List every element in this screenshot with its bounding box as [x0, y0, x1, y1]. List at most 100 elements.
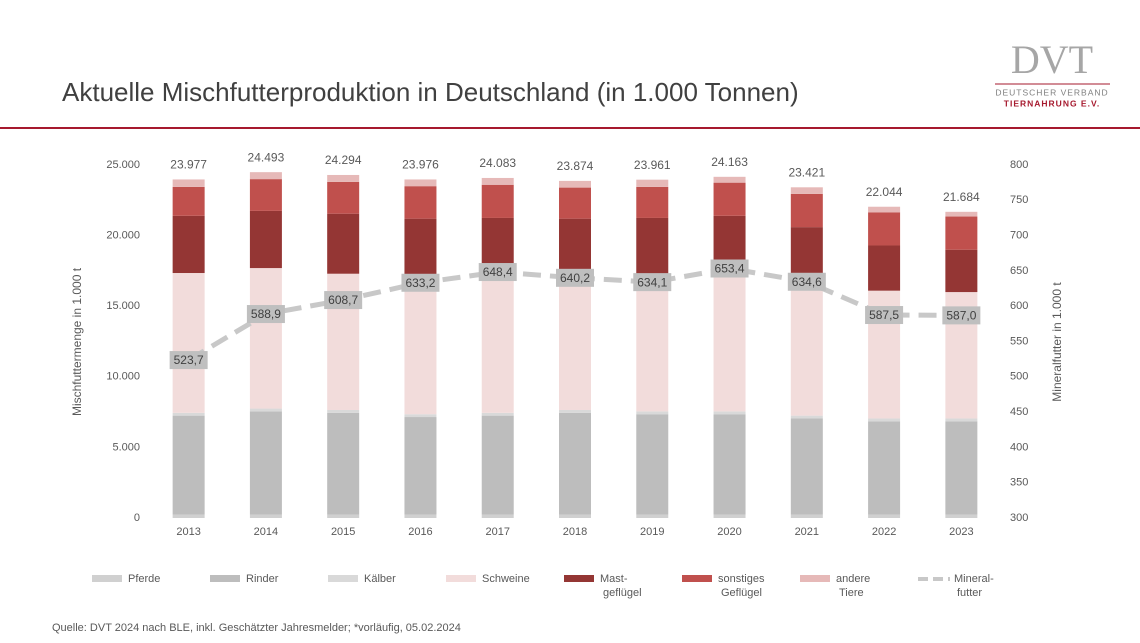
legend-label: Mast-geflügel: [600, 573, 642, 599]
total-label: 24.493: [248, 150, 285, 164]
bar-segment: [636, 411, 669, 415]
x-tick-label: 2021: [795, 526, 819, 538]
y-tick-label: 0: [134, 512, 140, 524]
bar-segment: [404, 218, 437, 277]
legend-swatch: [92, 575, 122, 582]
x-tick-label: 2023: [949, 526, 973, 538]
line-label: 653,4: [715, 262, 745, 276]
bar-segment: [636, 186, 669, 218]
bar-segment: [868, 206, 901, 213]
bar-segment: [327, 181, 360, 214]
bar-segment: [868, 212, 901, 246]
x-tick-label: 2017: [485, 526, 509, 538]
bar-segment: [945, 418, 978, 422]
legend-swatch: [446, 575, 476, 582]
label-box: [942, 306, 981, 325]
bar-segment: [559, 187, 591, 219]
bar-segment: [481, 514, 514, 518]
x-tick-label: 2020: [717, 526, 741, 538]
bar-segment: [172, 215, 205, 274]
bar-segment: [713, 514, 746, 518]
total-label: 22.044: [866, 185, 903, 199]
legend-swatch: [328, 575, 358, 582]
bar-segment: [713, 411, 746, 415]
x-tick-label: 2015: [331, 526, 355, 538]
bar-segment: [790, 514, 823, 518]
bar-segment: [945, 216, 978, 250]
line: [187, 265, 962, 363]
y2-tick-label: 700: [1010, 230, 1028, 242]
bar-segment: [636, 217, 669, 279]
label-box: [401, 273, 440, 292]
bar-segment: [559, 409, 591, 413]
total-label: 21.684: [943, 190, 980, 204]
y2-tick-label: 550: [1010, 335, 1028, 347]
x-tick-label: 2016: [408, 526, 432, 538]
legend-label: Kälber: [364, 573, 396, 585]
total-label: 24.163: [711, 155, 748, 169]
line-label: 608,7: [328, 293, 358, 307]
y2-tick-label: 650: [1010, 265, 1028, 277]
bar-segment: [790, 187, 823, 194]
y-tick-label: 10.000: [106, 371, 140, 383]
logo: DVT: [1011, 37, 1093, 82]
legend-line: futter: [957, 587, 982, 599]
legend-line: Mineral-: [954, 573, 994, 585]
y2-tick-label: 350: [1010, 477, 1028, 489]
line-label: 648,4: [483, 265, 513, 279]
bar-segment: [481, 412, 514, 416]
bar-segment: [249, 411, 282, 515]
bar-segment: [790, 415, 823, 419]
y-tick-label: 5.000: [112, 441, 140, 453]
legend-swatch: [800, 575, 830, 582]
bar-segment: [481, 415, 514, 515]
bar-segment: [713, 274, 746, 412]
source: Quelle: DVT 2024 nach BLE, inkl. Geschät…: [52, 622, 461, 634]
bar-segment: [327, 409, 360, 413]
bar-segment: [172, 514, 205, 518]
y2-tick-label: 500: [1010, 371, 1028, 383]
bar-segment: [945, 211, 978, 217]
legend-label: Pferde: [128, 573, 160, 585]
y2-tick-label: 300: [1010, 512, 1028, 524]
y-tick-label: 15.000: [106, 300, 140, 312]
line-label: 640,2: [560, 271, 590, 285]
bar-segment: [249, 268, 282, 409]
y2-tick-label: 450: [1010, 406, 1028, 418]
bar-segment: [404, 276, 437, 415]
bar-segment: [172, 179, 205, 187]
label-box: [556, 268, 594, 287]
label-box: [710, 259, 749, 278]
legend-label: Mineral-futter: [954, 573, 994, 599]
total-label: 23.976: [402, 158, 439, 172]
legend-line: sonstiges: [718, 573, 765, 585]
x-tick-label: 2019: [640, 526, 664, 538]
bar-segment: [327, 213, 360, 274]
line-label: 587,0: [946, 309, 976, 323]
line-label: 588,9: [251, 307, 281, 321]
bar-segment: [327, 412, 360, 515]
legend-label: andere Tiere: [836, 573, 870, 599]
legend-line: Tiere: [839, 587, 864, 599]
bar-segment: [559, 514, 591, 518]
bar-segment: [945, 421, 978, 515]
line-label: 634,1: [637, 275, 667, 289]
x-tick-label: 2018: [563, 526, 587, 538]
bar-segment: [790, 418, 823, 515]
label-box: [633, 273, 672, 292]
legend-line: Kälber: [364, 573, 396, 585]
bar-segment: [172, 415, 205, 515]
y2-tick-label: 750: [1010, 194, 1028, 206]
bar-segment: [249, 172, 282, 180]
bar-segment: [868, 421, 901, 515]
legend-swatch: [210, 575, 240, 582]
bar-segment: [713, 182, 746, 216]
logo-text: DEUTSCHER VERBAND: [995, 87, 1108, 97]
label-box: [324, 291, 363, 310]
bar-segment: [172, 186, 205, 216]
bar-segment: [249, 514, 282, 518]
label-box: [246, 305, 285, 324]
label-box: [787, 272, 826, 291]
legend-swatch: [682, 575, 712, 582]
bar-segment: [404, 414, 437, 418]
